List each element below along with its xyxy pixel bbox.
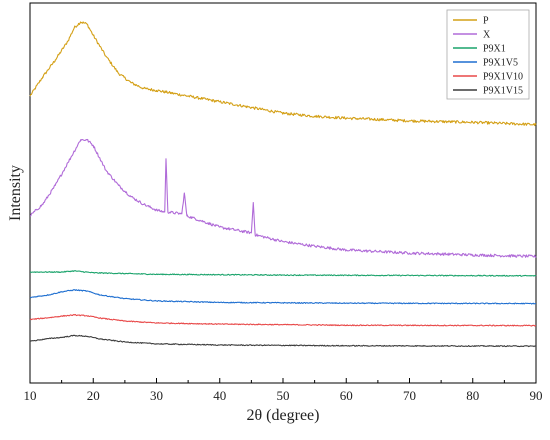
series-line-p9x1v15 [29,334,537,348]
x-tick-label-60: 60 [340,388,353,403]
series-line-p [29,21,537,127]
series-layer [29,21,537,348]
x-tick-label-90: 90 [530,388,543,403]
legend-label-p9x1v15: P9X1V15 [483,86,523,97]
series-line-p9x1v5 [29,289,537,305]
x-tick-label-20: 20 [87,388,100,403]
legend-label-p9x1v10: P9X1V10 [483,72,523,83]
legend-label-p: P [483,16,489,27]
axes-layer: 10 20 30 40 50 60 70 80 90 [24,378,543,403]
x-tick-label-10: 10 [24,388,37,403]
series-line-p9x1 [29,270,537,277]
x-tick-label-80: 80 [466,388,479,403]
series-line-p9x1v10 [29,314,537,327]
x-tick-label-30: 30 [150,388,163,403]
x-tick-label-70: 70 [403,388,416,403]
x-axis-label: 2θ (degree) [247,407,320,424]
legend-items: PX P9X1 P9X1V5 P9X1V10 P9X1V15 [453,16,523,97]
y-axis-label: Intensity [7,165,24,221]
legend: PX P9X1 P9X1V5 P9X1V10 P9X1V15 [446,9,530,100]
legend-label-p9x1: P9X1 [483,44,506,55]
series-line-x [29,138,537,259]
x-tick-label-50: 50 [277,388,290,403]
x-tick-label-40: 40 [213,388,226,403]
legend-box [446,9,530,100]
legend-label-p9x1v5: P9X1V5 [483,58,518,69]
legend-label-x: X [483,30,491,41]
